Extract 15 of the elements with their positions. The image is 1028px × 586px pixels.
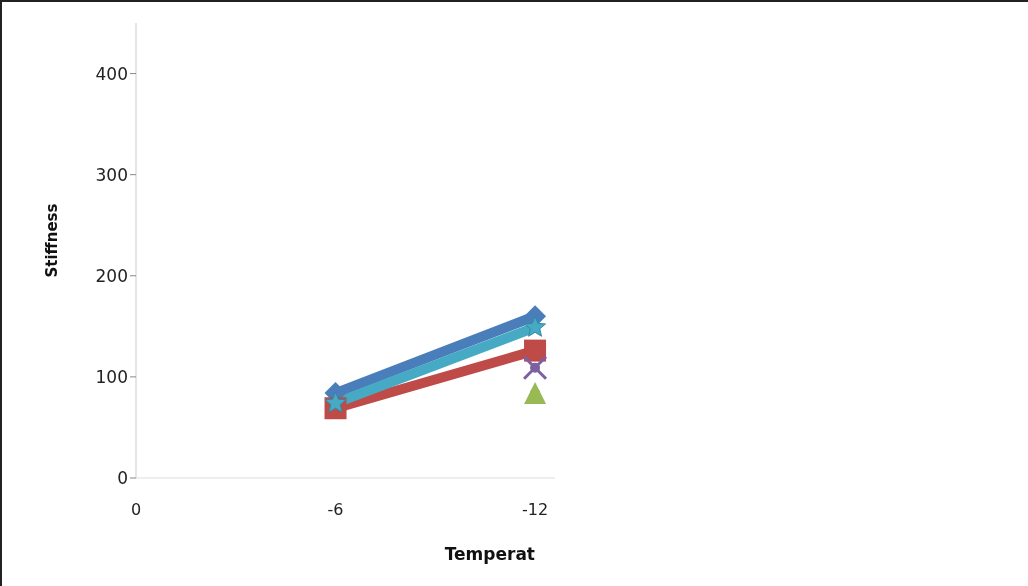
y-axis-title: Stiffness xyxy=(43,203,62,278)
x-tick-label: 0 xyxy=(130,500,142,520)
point xyxy=(524,315,547,337)
point xyxy=(524,382,547,405)
y-tick-label: 300 xyxy=(95,164,128,185)
point xyxy=(324,391,347,413)
point xyxy=(522,355,548,381)
point xyxy=(524,339,547,362)
x-tick-label: -6 xyxy=(327,500,344,520)
x-tick-label: -12 xyxy=(521,500,549,520)
y-tick-label: 100 xyxy=(95,366,128,387)
y-tick-label: 0 xyxy=(117,468,128,489)
x-axis-title: Temperat xyxy=(444,544,535,564)
y-tick-label: 400 xyxy=(95,63,128,84)
y-tick-label: 200 xyxy=(95,265,128,286)
